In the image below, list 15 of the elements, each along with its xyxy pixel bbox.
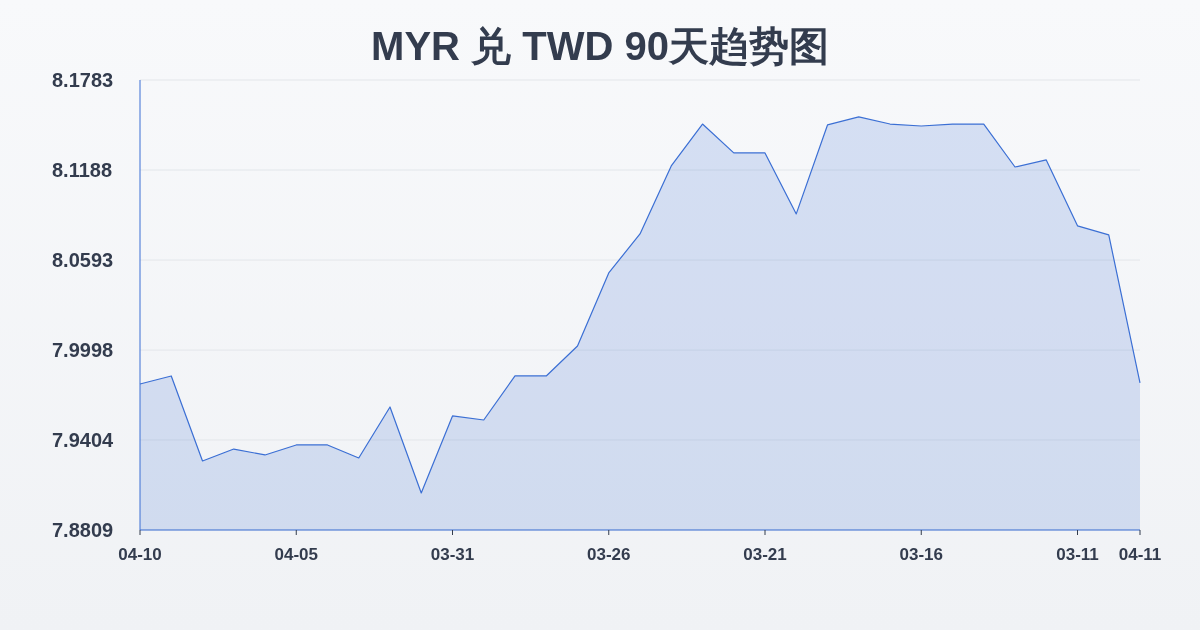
ytick: 7.8809 — [52, 519, 114, 541]
ytick: 7.9404 — [52, 428, 114, 451]
xtick: 03-21 — [743, 545, 787, 564]
xtick: 03-26 — [587, 545, 631, 564]
xtick: 03-11 — [1056, 545, 1099, 564]
xtick: 03-31 — [430, 545, 475, 564]
ytick: 8.1188 — [52, 159, 113, 182]
ytick: 8.0593 — [52, 249, 114, 272]
xtick: 03-16 — [899, 545, 943, 564]
title: MYR 兑 TWD 90天趋势图 — [371, 24, 829, 68]
xtick: 04-11 — [1118, 545, 1162, 564]
xtick: 04-05 — [274, 545, 318, 564]
xtick: 04-10 — [118, 545, 162, 564]
ytick: 7.9998 — [52, 339, 114, 362]
ytick: 8.1783 — [52, 69, 114, 91]
